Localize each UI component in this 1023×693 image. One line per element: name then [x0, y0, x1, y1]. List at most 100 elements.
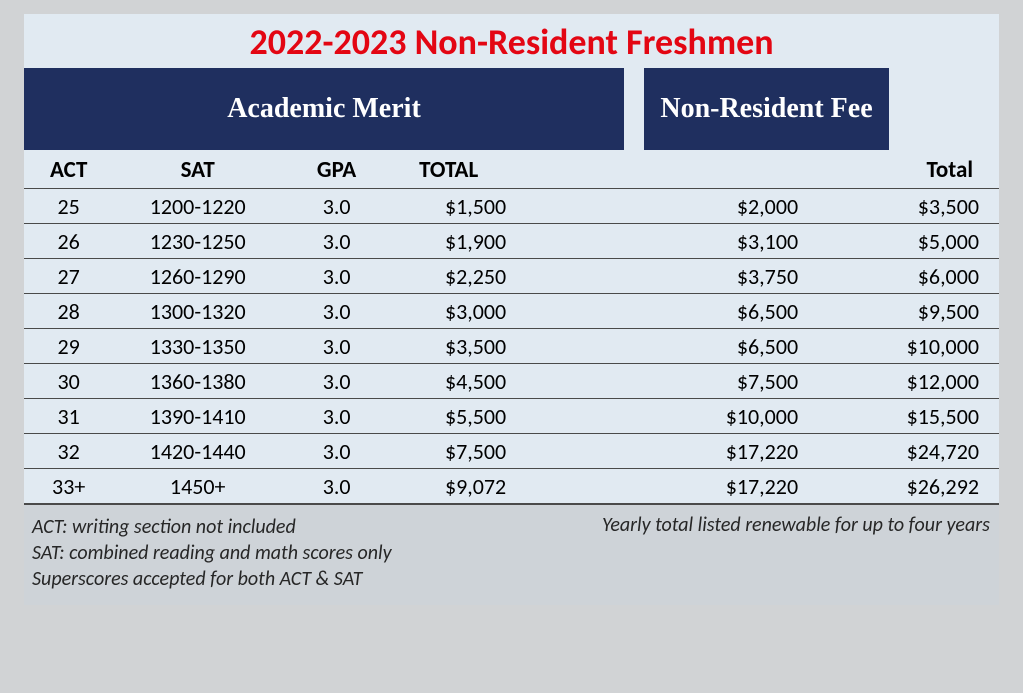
cell-gpa: 3.0	[282, 228, 391, 255]
cell-sat: 1420-1440	[113, 438, 282, 465]
cell-sat: 1390-1410	[113, 403, 282, 430]
cell-fee: $6,500	[639, 333, 828, 360]
cell-gap-2	[828, 473, 840, 500]
cell-fee: $7,500	[639, 368, 828, 395]
col-header-sat: SAT	[113, 156, 282, 184]
col-header-fee	[639, 156, 828, 184]
cell-fee: $3,750	[639, 263, 828, 290]
table-row: 281300-13203.0$3,000$6,500$9,500	[24, 293, 999, 328]
cell-gap	[560, 298, 639, 325]
cell-act: 28	[24, 298, 113, 325]
cell-gap	[560, 193, 639, 220]
cell-gap	[560, 333, 639, 360]
cell-gap-2	[828, 263, 840, 290]
cell-act: 31	[24, 403, 113, 430]
cell-gap	[560, 263, 639, 290]
cell-gpa: 3.0	[282, 298, 391, 325]
cell-total-grand: $12,000	[840, 368, 999, 395]
cell-total-merit: $7,500	[391, 438, 560, 465]
section-header-academic-merit: Academic Merit	[24, 68, 624, 150]
table-body: 251200-12203.0$1,500$2,000$3,500261230-1…	[24, 188, 999, 503]
col-header-total-merit: TOTAL	[391, 156, 560, 184]
cell-total-grand: $24,720	[840, 438, 999, 465]
cell-sat: 1360-1380	[113, 368, 282, 395]
cell-gap-2	[828, 228, 840, 255]
cell-fee: $10,000	[639, 403, 828, 430]
cell-total-grand: $15,500	[840, 403, 999, 430]
cell-gpa: 3.0	[282, 473, 391, 500]
table-row: 301360-13803.0$4,500$7,500$12,000	[24, 363, 999, 398]
cell-total-merit: $3,000	[391, 298, 560, 325]
cell-gap-2	[828, 333, 840, 360]
cell-gap	[560, 438, 639, 465]
col-gap	[560, 156, 639, 184]
cell-fee: $17,220	[639, 438, 828, 465]
col-header-gpa: GPA	[282, 156, 391, 184]
cell-total-merit: $4,500	[391, 368, 560, 395]
cell-act: 33+	[24, 473, 113, 500]
footnotes: ACT: writing section not includedSAT: co…	[24, 503, 999, 605]
cell-gpa: 3.0	[282, 333, 391, 360]
footnotes-left: ACT: writing section not includedSAT: co…	[32, 513, 592, 593]
page-title: 2022-2023 Non-Resident Freshmen	[24, 14, 999, 68]
footnotes-right: Yearly total listed renewable for up to …	[592, 513, 991, 593]
cell-fee: $17,220	[639, 473, 828, 500]
cell-total-grand: $6,000	[840, 263, 999, 290]
cell-sat: 1330-1350	[113, 333, 282, 360]
cell-act: 32	[24, 438, 113, 465]
table-row: 271260-12903.0$2,250 $3,750 $6,000	[24, 258, 999, 293]
cell-gap	[560, 403, 639, 430]
cell-fee: $2,000	[639, 193, 828, 220]
cell-act: 29	[24, 333, 113, 360]
cell-sat: 1260-1290	[113, 263, 282, 290]
cell-gap	[560, 473, 639, 500]
table-row: 321420-14403.0$7,500 $17,220 $24,720	[24, 433, 999, 468]
cell-sat: 1200-1220	[113, 193, 282, 220]
cell-total-merit: $1,500	[391, 193, 560, 220]
col-gap-2	[828, 156, 840, 184]
cell-total-merit: $1,900	[391, 228, 560, 255]
cell-total-merit: $9,072	[391, 473, 560, 500]
cell-gap	[560, 368, 639, 395]
cell-gap-2	[828, 403, 840, 430]
table-row: 251200-12203.0$1,500 $2,000 $3,500	[24, 188, 999, 223]
cell-gap-2	[828, 368, 840, 395]
scholarship-table-sheet: 2022-2023 Non-Resident Freshmen Academic…	[24, 14, 999, 605]
cell-gap-2	[828, 298, 840, 325]
table-row: 311390-14103.0$5,500 $10,000 $15,500	[24, 398, 999, 433]
cell-total-merit: $5,500	[391, 403, 560, 430]
table-column-headers: ACT SAT GPA TOTAL Total	[24, 150, 999, 188]
cell-fee: $3,100	[639, 228, 828, 255]
col-header-act: ACT	[24, 156, 113, 184]
cell-sat: 1450+	[113, 473, 282, 500]
cell-gap-2	[828, 438, 840, 465]
table-row: 33+1450+3.0$9,072 $17,220 $26,292	[24, 468, 999, 503]
cell-total-grand: $10,000	[840, 333, 999, 360]
cell-sat: 1230-1250	[113, 228, 282, 255]
cell-total-grand: $5,000	[840, 228, 999, 255]
cell-total-merit: $2,250	[391, 263, 560, 290]
cell-fee: $6,500	[639, 298, 828, 325]
footnote-line: ACT: writing section not included	[32, 515, 592, 539]
cell-gpa: 3.0	[282, 368, 391, 395]
section-header-band: Academic Merit Non-Resident Fee	[24, 68, 999, 150]
cell-act: 27	[24, 263, 113, 290]
cell-gpa: 3.0	[282, 403, 391, 430]
table-row: 291330-13503.0$3,500 $6,500 $10,000	[24, 328, 999, 363]
cell-total-grand: $3,500	[840, 193, 999, 220]
cell-act: 25	[24, 193, 113, 220]
footnote-line: Superscores accepted for both ACT & SAT	[32, 567, 592, 591]
cell-gpa: 3.0	[282, 438, 391, 465]
cell-total-grand: $9,500	[840, 298, 999, 325]
cell-gap-2	[828, 193, 840, 220]
cell-act: 26	[24, 228, 113, 255]
cell-total-grand: $26,292	[840, 473, 999, 500]
cell-total-merit: $3,500	[391, 333, 560, 360]
section-header-non-resident-fee: Non-Resident Fee	[644, 68, 889, 150]
footnote-line: SAT: combined reading and math scores on…	[32, 541, 592, 565]
col-header-total-grand: Total	[840, 156, 999, 184]
cell-gpa: 3.0	[282, 263, 391, 290]
cell-gap	[560, 228, 639, 255]
cell-gpa: 3.0	[282, 193, 391, 220]
table-row: 261230-12503.0$1,900 $3,100 $5,000	[24, 223, 999, 258]
